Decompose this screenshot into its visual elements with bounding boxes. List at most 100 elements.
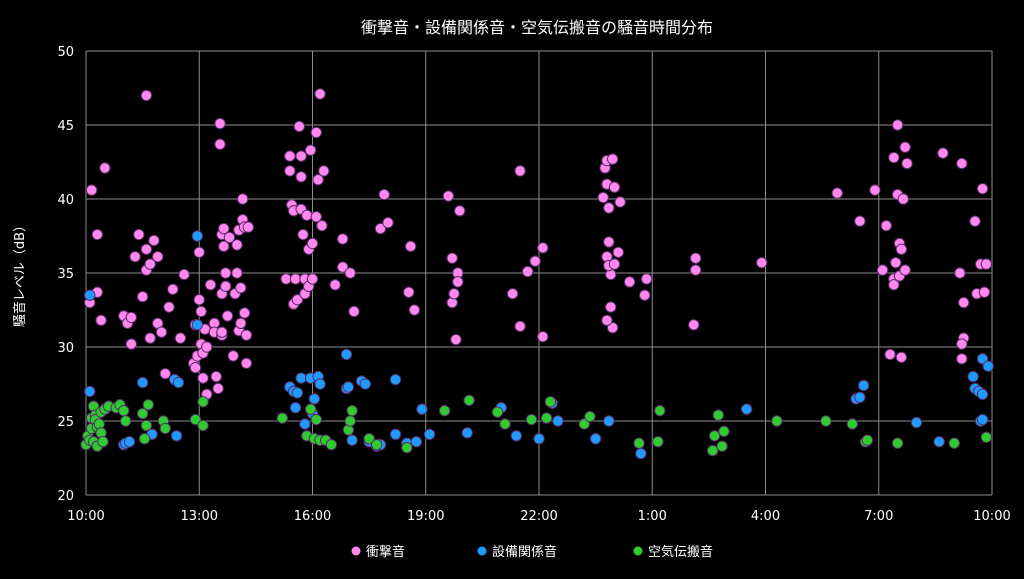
data-point: [957, 296, 970, 309]
data-point: [956, 157, 968, 170]
data-point: [633, 437, 645, 449]
data-point: [152, 251, 164, 263]
data-point: [223, 231, 236, 244]
data-point: [442, 190, 455, 202]
data-point: [144, 258, 156, 270]
y-tick-label: 45: [57, 119, 74, 134]
data-point: [756, 256, 768, 269]
data-point: [276, 412, 288, 424]
data-point: [148, 234, 160, 247]
data-point: [314, 88, 326, 100]
data-point: [119, 415, 132, 427]
data-point: [212, 382, 224, 395]
data-point: [404, 240, 417, 253]
data-point: [899, 264, 911, 276]
data-point: [284, 150, 296, 162]
data-point: [136, 290, 149, 303]
data-point: [231, 267, 243, 279]
y-tick-label: 20: [57, 489, 74, 504]
data-point: [291, 293, 304, 306]
data-point: [374, 222, 387, 235]
y-tick-label: 25: [57, 415, 74, 430]
data-point: [170, 430, 183, 442]
data-point: [219, 267, 232, 279]
data-point: [857, 379, 870, 392]
data-point: [325, 438, 338, 451]
data-point: [890, 256, 902, 269]
data-point: [140, 89, 153, 102]
data-point: [899, 141, 911, 153]
data-point: [514, 165, 526, 177]
data-point: [306, 273, 319, 285]
grid-layer: [85, 50, 993, 496]
data-point: [310, 413, 322, 426]
data-point: [236, 193, 249, 205]
data-point: [178, 268, 190, 281]
data-point: [640, 273, 653, 285]
data-point: [820, 415, 832, 427]
data-point: [295, 150, 307, 162]
data-point: [854, 391, 866, 404]
x-tick-label: 22:00: [520, 509, 557, 524]
data-point: [895, 351, 908, 364]
data-point: [210, 370, 222, 383]
data-point: [608, 181, 621, 193]
data-point: [639, 289, 651, 301]
data-point: [635, 447, 647, 460]
data-point: [227, 350, 239, 362]
data-point: [299, 418, 311, 430]
data-point: [291, 387, 304, 399]
data-point: [231, 239, 243, 251]
legend-label: 空気伝搬音: [648, 544, 713, 560]
data-point: [901, 157, 913, 170]
data-point: [337, 233, 349, 245]
data-point: [654, 404, 666, 417]
x-tick-label: 13:00: [181, 509, 218, 524]
data-point: [142, 399, 154, 411]
data-point: [937, 147, 949, 159]
legend-label: 設備関係音: [492, 544, 557, 560]
data-point: [552, 415, 564, 427]
chart-title: 衝撃音・設備関係音・空気伝搬音の騒音時間分布: [361, 18, 713, 37]
data-point: [125, 338, 138, 350]
data-point: [976, 413, 989, 426]
data-point: [316, 219, 328, 232]
data-point: [123, 436, 136, 448]
data-point: [708, 430, 721, 442]
data-point: [605, 301, 617, 313]
data-point: [293, 120, 305, 133]
x-tick-label: 16:00: [294, 509, 331, 524]
data-point: [140, 419, 153, 432]
data-point: [718, 425, 730, 438]
x-tick-label: 10:00: [67, 509, 104, 524]
data-point: [295, 372, 307, 384]
data-point: [235, 282, 247, 294]
data-point: [138, 433, 151, 445]
data-point: [304, 144, 317, 156]
data-point: [544, 396, 557, 408]
data-point: [880, 219, 892, 232]
data-point: [201, 341, 213, 353]
data-point: [167, 283, 179, 295]
data-point: [861, 434, 874, 446]
data-point: [218, 222, 230, 235]
data-point: [888, 151, 900, 164]
data-point: [304, 403, 317, 415]
data-point: [716, 440, 728, 452]
data-point: [389, 373, 402, 386]
data-point: [389, 428, 402, 441]
x-tick-label: 7:00: [864, 509, 893, 524]
data-point: [348, 305, 360, 318]
data-point: [193, 293, 205, 306]
data-point: [204, 279, 217, 291]
data-point: [240, 357, 253, 369]
data-point: [344, 267, 356, 279]
data-point: [370, 438, 383, 451]
data-point: [978, 286, 991, 298]
data-point: [118, 404, 130, 417]
data-point: [85, 184, 98, 196]
data-point: [463, 394, 475, 406]
data-point: [240, 329, 253, 341]
data-point: [771, 415, 783, 427]
data-point: [289, 273, 302, 285]
